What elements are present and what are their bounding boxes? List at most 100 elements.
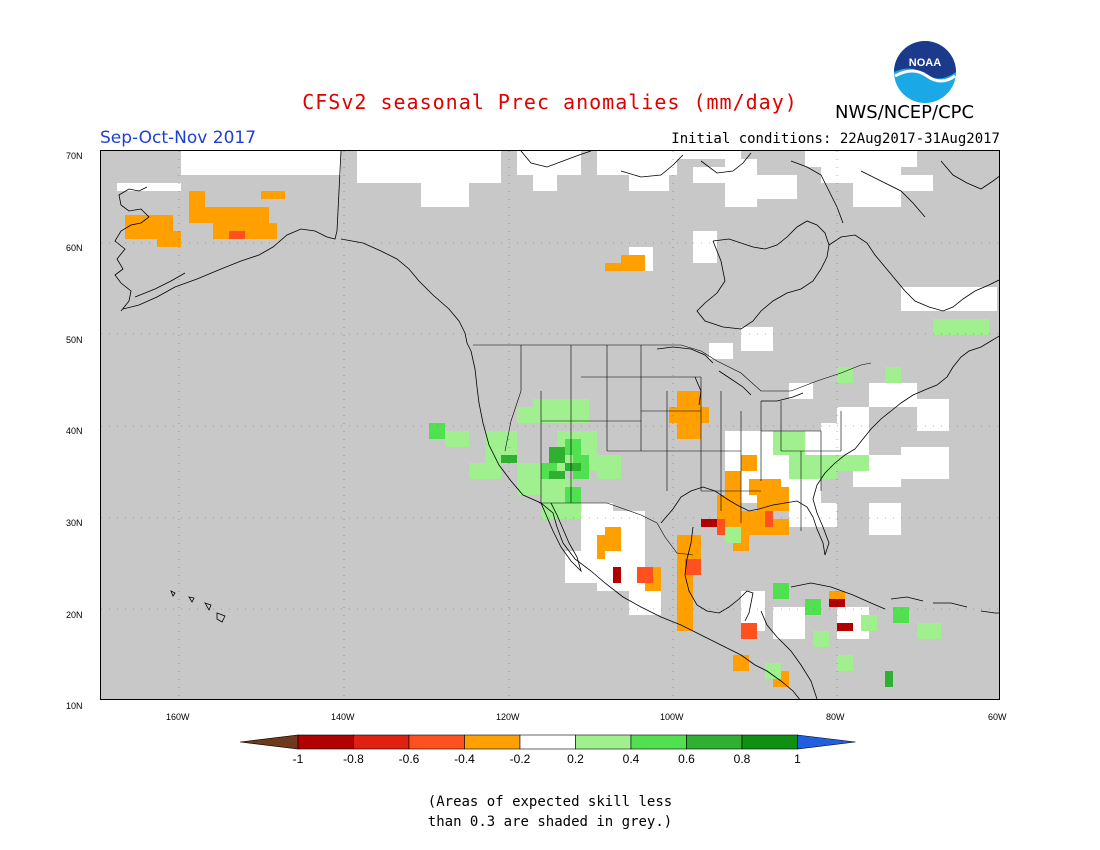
anomaly-cell-wet-moderate bbox=[429, 423, 445, 439]
anomaly-cell-dry-moderate bbox=[637, 567, 653, 583]
anomaly-cell-neutral bbox=[117, 183, 181, 191]
anomaly-cell-wet-light bbox=[773, 431, 805, 455]
anomaly-cell-wet-strong bbox=[549, 471, 565, 479]
anomaly-cell-dry-light bbox=[677, 423, 701, 439]
anomaly-cell-neutral bbox=[901, 175, 933, 191]
map-canvas bbox=[101, 151, 999, 699]
anomaly-cell-dry-moderate bbox=[685, 559, 701, 575]
chart-title: CFSv2 seasonal Prec anomalies (mm/day) bbox=[302, 90, 798, 114]
anomaly-cell-wet-light bbox=[445, 431, 469, 447]
anomaly-cell-wet-moderate bbox=[805, 599, 821, 615]
anomaly-cell-neutral bbox=[709, 343, 733, 359]
anomaly-cell-dry-strong bbox=[701, 519, 717, 527]
anomaly-cell-neutral bbox=[821, 423, 869, 455]
anomaly-cell-neutral bbox=[757, 175, 797, 199]
anomaly-cell-neutral bbox=[357, 151, 501, 183]
anomaly-cell-dry-light bbox=[621, 255, 645, 263]
anomaly-cell-wet-light bbox=[837, 455, 869, 471]
state-borders-west bbox=[504, 345, 702, 503]
coastlines bbox=[114, 151, 999, 699]
anomaly-cell-wet-strong bbox=[885, 671, 893, 687]
state-borders bbox=[473, 344, 872, 556]
lat-label-70n: 70N bbox=[66, 151, 83, 161]
colorbar-tick-label: -0.6 bbox=[399, 752, 420, 766]
coastline-labrador bbox=[828, 234, 999, 312]
colorbar-tick-label: -1 bbox=[293, 752, 304, 766]
anomaly-cell-dry-moderate bbox=[765, 511, 773, 527]
anomaly-cell-wet-light bbox=[837, 367, 853, 383]
anomaly-cell-dry-moderate bbox=[741, 623, 757, 639]
colorbar-box bbox=[297, 734, 354, 750]
anomaly-cell-dry-light bbox=[597, 535, 605, 559]
lat-label-50n: 50N bbox=[66, 335, 83, 345]
lat-label-30n: 30N bbox=[66, 518, 83, 528]
anomaly-cell-wet-light bbox=[789, 455, 837, 479]
coastline-baja bbox=[540, 502, 582, 573]
anomaly-cell-wet-light bbox=[837, 655, 853, 671]
anomaly-cell-dry-light bbox=[157, 231, 181, 247]
coastline-great-lakes bbox=[656, 346, 804, 406]
anomaly-cell-wet-moderate bbox=[773, 583, 789, 599]
colorbar-arrow-right bbox=[797, 734, 856, 750]
anomaly-cell-neutral bbox=[517, 151, 581, 175]
colorbar-box bbox=[408, 734, 465, 750]
lat-label-20n: 20N bbox=[66, 610, 83, 620]
lon-label-160w: 160W bbox=[166, 712, 190, 722]
colorbar-box bbox=[353, 734, 410, 750]
colorbar-tick-label: 0.2 bbox=[567, 752, 584, 766]
footnote-line-2: than 0.3 are shaded in grey.) bbox=[427, 814, 673, 830]
colorbar-tick-label: 0.8 bbox=[734, 752, 751, 766]
colorbar-arrow-left bbox=[239, 734, 299, 750]
anomaly-cell-neutral bbox=[789, 383, 813, 399]
anomaly-cell-dry-strong bbox=[829, 599, 845, 607]
anomaly-cell-neutral bbox=[869, 383, 917, 407]
coastline-us-east bbox=[812, 335, 999, 556]
lat-label-40n: 40N bbox=[66, 426, 83, 436]
anomaly-cell-wet-strong bbox=[549, 447, 565, 463]
border-us-canada bbox=[473, 344, 872, 392]
lon-label-140w: 140W bbox=[331, 712, 355, 722]
anomaly-cell-wet-light bbox=[533, 399, 589, 423]
anomaly-cell-wet-light bbox=[813, 631, 829, 647]
lat-label-60n: 60N bbox=[66, 243, 83, 253]
anomaly-cell-neutral bbox=[773, 607, 805, 639]
colorbar-tick-label: -0.2 bbox=[510, 752, 531, 766]
colorbar-box bbox=[519, 734, 576, 750]
anomaly-cell-wet-light bbox=[861, 615, 877, 631]
anomaly-cell-neutral bbox=[853, 183, 901, 207]
colorbar-tick-label: -0.8 bbox=[343, 752, 364, 766]
anomaly-cell-neutral bbox=[901, 287, 997, 311]
anomaly-cell-neutral bbox=[421, 183, 469, 207]
anomaly-cell-neutral bbox=[533, 175, 557, 191]
anomaly-cell-neutral bbox=[789, 503, 837, 527]
colorbar-tick-label: -0.4 bbox=[454, 752, 475, 766]
colorbar-box bbox=[464, 734, 521, 750]
anomaly-cell-neutral bbox=[565, 551, 597, 583]
anomaly-cell-neutral bbox=[821, 167, 901, 183]
initial-conditions-label: Initial conditions: 22Aug2017-31Aug2017 bbox=[671, 131, 1000, 147]
anomaly-cell-dry-light bbox=[677, 391, 701, 407]
coastline-caribbean bbox=[790, 582, 999, 614]
agency-label: NWS/NCEP/CPC bbox=[835, 102, 975, 123]
anomaly-cell-wet-light bbox=[597, 455, 621, 479]
footnote-line-1: (Areas of expected skill less bbox=[427, 794, 673, 810]
anomaly-cell-neutral bbox=[725, 159, 757, 207]
anomaly-cell-wet-light bbox=[469, 463, 501, 479]
anomaly-cell-neutral bbox=[917, 399, 949, 431]
anomaly-cell-dry-strong bbox=[837, 623, 853, 631]
lon-label-120w: 120W bbox=[496, 712, 520, 722]
anomaly-cell-wet-moderate bbox=[893, 607, 909, 623]
anomaly-cell-wet-light bbox=[933, 319, 989, 335]
anomaly-cell-dry-light bbox=[261, 191, 285, 199]
anomaly-cell-wet-light bbox=[765, 663, 781, 679]
coastline-bc bbox=[340, 238, 472, 352]
colorbar-box bbox=[686, 734, 743, 750]
anomaly-cell-neutral bbox=[597, 151, 677, 175]
footnote: (Areas of expected skill less than 0.3 a… bbox=[0, 792, 1100, 832]
anomaly-cell-dry-light bbox=[677, 575, 693, 607]
anomaly-cell-dry-light bbox=[189, 191, 205, 207]
coastline-us-west bbox=[470, 350, 800, 699]
anomaly-cell-wet-moderate bbox=[565, 439, 581, 455]
anomaly-cell-dry-light bbox=[757, 487, 789, 511]
anomaly-cell-dry-light bbox=[605, 263, 645, 271]
